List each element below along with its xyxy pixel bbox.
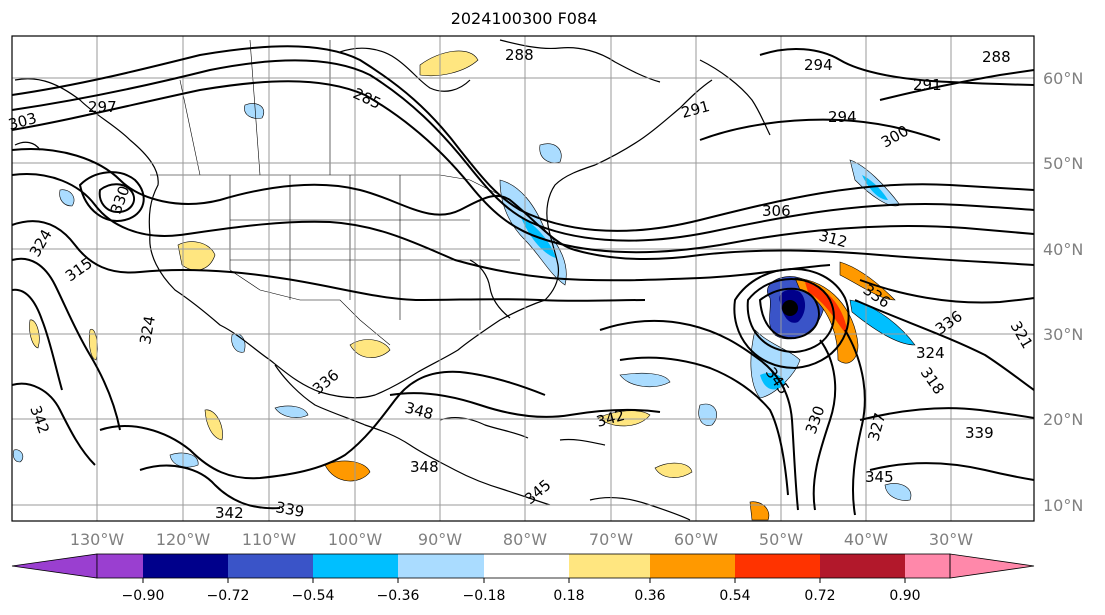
contour-label: 288 <box>505 46 534 64</box>
lat-label: 50°N <box>1043 154 1083 173</box>
colorbar-segment <box>313 554 398 578</box>
colorbar-segment <box>650 554 735 578</box>
contour-label: 342 <box>215 504 244 522</box>
colorbar-ticks <box>142 578 906 583</box>
lon-label: 130°W <box>70 530 125 549</box>
contour-label: 345 <box>865 468 894 486</box>
contour-label: 324 <box>136 314 159 345</box>
contour-label: 339 <box>965 424 994 442</box>
colorbar-extend-low <box>11 553 98 579</box>
contour-label: 294 <box>804 56 833 74</box>
lon-label: 120°W <box>156 530 211 549</box>
lat-label: 40°N <box>1043 240 1083 259</box>
lon-label: 40°W <box>844 530 888 549</box>
height-contours <box>11 45 1035 516</box>
lon-label: 110°W <box>242 530 297 549</box>
map-frame <box>11 35 1035 522</box>
lon-label: 100°W <box>328 530 383 549</box>
lon-label: 60°W <box>674 530 718 549</box>
colorbar-tick-label: −0.18 <box>463 588 506 604</box>
contour-label: 324 <box>916 344 945 362</box>
colorbar-tick-label: −0.90 <box>122 588 165 604</box>
lat-label: 60°N <box>1043 69 1083 88</box>
lon-label: 30°W <box>929 530 973 549</box>
colorbar-segment <box>735 554 820 578</box>
contour-label: 297 <box>88 98 117 116</box>
colorbar-segment <box>484 554 569 578</box>
lon-label: 70°W <box>589 530 633 549</box>
lat-label: 30°N <box>1043 325 1083 344</box>
colorbar-segment <box>569 554 654 578</box>
colorbar-tick-label: −0.72 <box>207 588 250 604</box>
contour-label: 294 <box>828 108 857 126</box>
lon-label: 50°W <box>759 530 803 549</box>
colorbar-tick-label: 0.54 <box>719 588 750 604</box>
colorbar-tick-label: 0.36 <box>634 588 665 604</box>
colorbar-extend-high <box>949 553 1035 579</box>
longitude-axis: 130°W 120°W 110°W 100°W 90°W 80°W 70°W 6… <box>70 530 973 549</box>
colorbar-segment <box>143 554 228 578</box>
colorbar-tick-label: 0.90 <box>889 588 920 604</box>
contour-label: 291 <box>913 76 942 94</box>
colorbar-segment <box>398 554 484 578</box>
contour-label: 288 <box>982 48 1011 66</box>
contour-label: 306 <box>762 202 791 220</box>
colorbar-tick-label: −0.36 <box>377 588 420 604</box>
coastlines <box>14 39 771 521</box>
lat-label: 10°N <box>1043 496 1083 515</box>
colorbar-segment <box>820 554 905 578</box>
colorbar-segment <box>905 554 950 578</box>
lon-label: 90°W <box>418 530 462 549</box>
colorbar-tick-label: −0.54 <box>292 588 335 604</box>
map-panel: 288 285 297 303 291 294 288 291 294 300 … <box>6 35 1036 522</box>
lon-label: 80°W <box>503 530 547 549</box>
cyclone-center-marker <box>782 300 798 316</box>
colorbar-tick-label: 0.72 <box>804 588 835 604</box>
lat-label: 20°N <box>1043 410 1083 429</box>
colorbar-segment <box>228 554 313 578</box>
colorbar-tick-label: 0.18 <box>553 588 584 604</box>
colorbar: −0.90 −0.72 −0.54 −0.36 −0.18 0.18 0.36 … <box>11 553 1035 604</box>
contour-label: 348 <box>410 458 439 476</box>
map-title: 2024100300 F084 <box>450 9 598 28</box>
latitude-axis: 60°N 50°N 40°N 30°N 20°N 10°N <box>1043 69 1083 515</box>
contour-label: 339 <box>274 498 305 521</box>
